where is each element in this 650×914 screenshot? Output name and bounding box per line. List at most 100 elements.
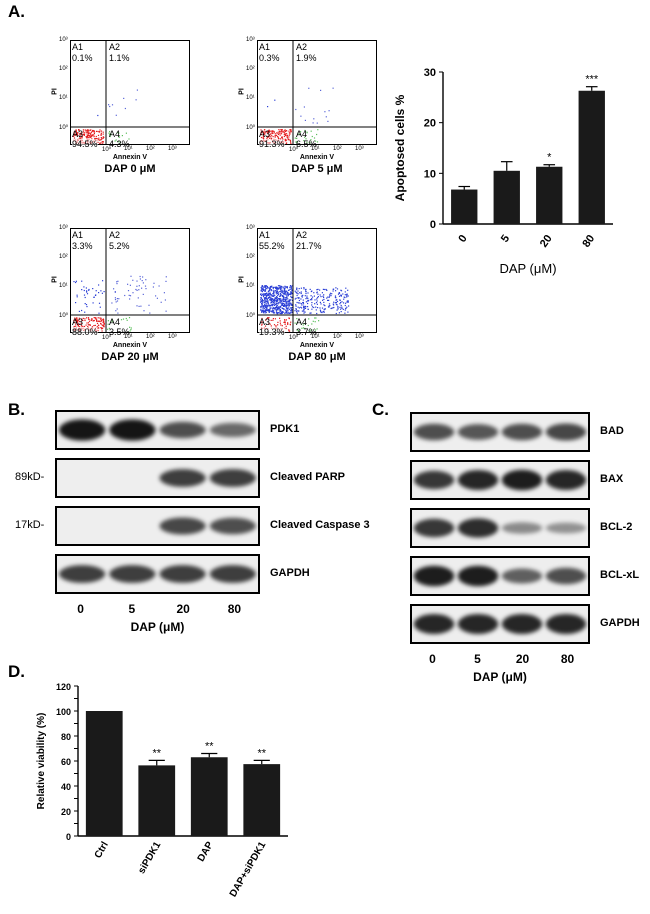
- flow-event: [328, 305, 330, 307]
- flow-event: [311, 290, 313, 292]
- flow-event: [275, 303, 277, 306]
- flow-event: [316, 141, 319, 143]
- flow-event: [289, 303, 291, 305]
- flow-event: [261, 285, 264, 287]
- flow-event: [344, 296, 346, 299]
- flow-event: [294, 310, 296, 312]
- flow-event: [100, 139, 102, 141]
- flow-event: [85, 324, 87, 326]
- flow-event: [303, 307, 305, 309]
- flow-event: [304, 305, 306, 307]
- flow-event: [296, 311, 298, 313]
- flow-event: [87, 134, 89, 136]
- flow-event: [124, 294, 126, 297]
- flow-event: [291, 290, 293, 292]
- y-tick-label: 60: [61, 757, 71, 767]
- x-axis-label: Annexin V: [299, 154, 335, 161]
- flow-event: [96, 326, 98, 328]
- flow-event: [102, 327, 104, 329]
- flow-event: [289, 330, 291, 332]
- flow-event: [96, 322, 99, 324]
- flow-event: [271, 130, 273, 132]
- flow-event: [288, 299, 290, 301]
- quadrant-a4-label: A4: [109, 317, 121, 327]
- flow-event: [291, 307, 293, 309]
- flow-event: [303, 310, 305, 312]
- flow-event: [324, 308, 326, 310]
- flow-event: [99, 142, 101, 145]
- y-tick-label: 10¹: [246, 283, 255, 289]
- flow-event: [76, 321, 78, 324]
- flow-event: [276, 288, 278, 290]
- flow-event: [93, 132, 95, 135]
- flow-event: [268, 294, 270, 296]
- flow-event: [296, 322, 298, 324]
- flow-event: [287, 298, 289, 300]
- flow-event: [312, 320, 314, 322]
- flow-event: [302, 324, 304, 326]
- flow-event: [298, 297, 300, 299]
- flow-event: [313, 292, 315, 294]
- flow-event: [262, 294, 264, 296]
- flow-event: [277, 137, 279, 139]
- blot-band: [545, 423, 587, 441]
- flow-event: [264, 300, 266, 302]
- flow-event: [344, 312, 346, 314]
- flow-event: [284, 323, 286, 325]
- flow-event: [279, 295, 281, 298]
- flow-event: [88, 133, 90, 135]
- flow-event: [92, 134, 94, 136]
- flow-event: [91, 326, 93, 328]
- flow-event: [316, 289, 318, 291]
- flow-event: [295, 141, 297, 143]
- quadrant-a3-value: 91.3%: [259, 139, 285, 149]
- flow-event: [80, 322, 82, 325]
- flow-event: [100, 322, 102, 325]
- flow-event: [264, 133, 266, 135]
- flow-event: [344, 291, 346, 293]
- flow-event: [282, 311, 284, 313]
- flow-event: [291, 311, 293, 314]
- flow-event: [298, 307, 300, 309]
- flow-event: [277, 303, 279, 305]
- flow-event: [276, 305, 278, 307]
- flow-event: [114, 297, 116, 299]
- flow-event: [116, 300, 119, 302]
- flow-event: [136, 280, 138, 282]
- flow-event: [285, 134, 287, 137]
- flow-event: [98, 312, 100, 314]
- flow-event: [279, 308, 281, 311]
- flow-event: [76, 321, 78, 323]
- flow-event: [291, 287, 293, 289]
- flow-event: [294, 290, 296, 292]
- flow-event: [285, 305, 287, 307]
- flow-event: [109, 134, 111, 136]
- flow-event: [347, 301, 349, 303]
- flow-event: [279, 287, 281, 289]
- flow-event: [291, 285, 293, 287]
- flow-event: [300, 306, 302, 308]
- flow-event: [145, 279, 147, 281]
- flow-event: [301, 310, 303, 312]
- flow-event: [284, 291, 286, 293]
- flow-event: [113, 288, 115, 290]
- flow-event: [103, 323, 105, 325]
- flow-event: [283, 300, 285, 302]
- flow-event: [289, 133, 291, 135]
- flow-event: [346, 295, 348, 297]
- flow-event: [149, 312, 151, 314]
- flow-event: [272, 303, 274, 305]
- flow-event: [269, 287, 271, 289]
- blot-band: [159, 469, 206, 487]
- flow-event: [262, 289, 264, 291]
- flow-event: [85, 304, 88, 306]
- flow-event: [281, 130, 283, 132]
- flow-event: [285, 306, 287, 308]
- quadrant-a3-label: A3: [72, 129, 84, 139]
- flow-event: [84, 318, 86, 320]
- flow-event: [297, 293, 299, 295]
- flow-event: [75, 281, 77, 284]
- flow-event: [97, 141, 99, 143]
- flow-event: [97, 130, 99, 133]
- flow-event: [116, 283, 118, 285]
